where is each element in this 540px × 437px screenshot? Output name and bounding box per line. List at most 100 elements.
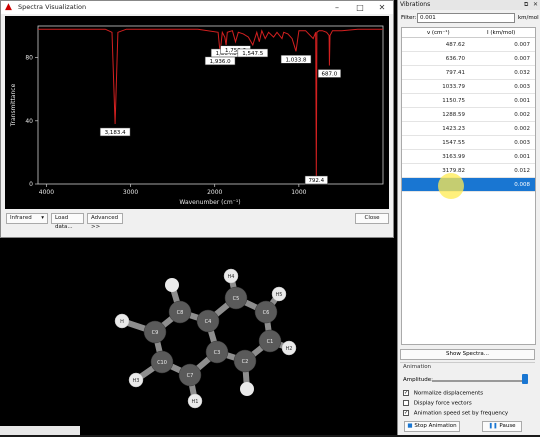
speed-by-frequency-checkbox[interactable]: ✓ Animation speed set by frequency [403,410,508,417]
chevron-down-icon: ▾ [41,215,44,221]
y-tick-label: 40 [25,118,33,125]
intensity-cell: 0.003 [514,140,530,146]
filter-label: Filter: [401,15,417,21]
hydrogen-atom[interactable] [165,278,179,292]
intensity-cell: 0.007 [514,56,530,62]
spectrum-type-select[interactable]: Infrared ▾ [6,213,48,224]
atom-sphere [233,349,257,373]
carbon-atom[interactable]: C4 [196,309,220,333]
vibrations-table[interactable]: ν (cm⁻¹) I (km/mol) 487.62 0.007 636.70 0.0… [401,27,536,345]
atom-sphere [205,340,229,364]
carbon-atom[interactable]: C5 [224,286,248,310]
hydrogen-atom[interactable]: H3 [128,372,144,388]
spectra-window: ▲ Spectra Visualization – □ ✕ Wavenumber… [0,0,394,238]
peak-label-text: 687.0 [322,72,338,78]
close-icon[interactable]: ✕ [533,1,539,8]
table-row[interactable]: 636.70 0.007 [402,52,535,66]
carbon-atom[interactable]: C6 [254,300,278,324]
carbon-atom[interactable]: C1 [258,329,282,353]
undock-icon[interactable]: ⧉ [524,1,529,8]
table-row[interactable]: 1547.55 0.003 [402,136,535,150]
atom-label: C3 [214,350,221,356]
peak-label-box [99,127,131,137]
filter-value: 0.001 [420,15,436,21]
normalize-checkbox[interactable]: ✓ Normalize displacements [403,390,483,397]
frequency-cell: 1150.75 [442,98,465,104]
dock-titlebar[interactable]: Vibrations ⧉ ✕ [398,0,540,10]
advanced-button[interactable]: Advanced >> [87,213,123,230]
table-row[interactable]: 1150.75 0.001 [402,94,535,108]
column-header-frequency[interactable]: ν (cm⁻¹) [427,30,450,36]
maximize-icon[interactable]: □ [356,3,364,12]
column-header-intensity[interactable]: I (km/mol) [487,30,516,36]
table-row[interactable]: 797.41 0.032 [402,66,535,80]
speed-by-frequency-label: Animation speed set by frequency [413,410,509,417]
app-logo-icon: ▲ [5,2,12,12]
stop-animation-button[interactable]: ■ Stop Animation [404,421,460,432]
atom-label: H5 [276,292,283,298]
normalize-label: Normalize displacements [413,390,484,397]
atom-sphere [196,309,220,333]
carbon-atom[interactable]: C10 [150,350,174,374]
intensity-cell: 0.001 [514,154,530,160]
table-row[interactable]: 3163.99 0.001 [402,150,535,164]
table-row[interactable]: 1288.59 0.002 [402,108,535,122]
peak-label: 687.0 [317,69,341,78]
table-row[interactable]: 1423.23 0.002 [402,122,535,136]
atom-sphere [223,268,239,284]
spectrum-type-value: Infrared [10,215,32,221]
table-row[interactable]: 3179.82 0.012 [402,164,535,178]
peak-label: 1,936.0 [204,56,236,66]
show-spectra-button[interactable]: Show Spectra... [400,349,535,360]
hydrogen-atom[interactable]: H2 [281,340,297,356]
load-data-button[interactable]: Load data... [51,213,84,230]
table-row[interactable]: 0.008 [402,178,535,192]
y-tick-label: 0 [29,181,33,188]
carbon-atom[interactable]: C2 [233,349,257,373]
atom-label: C2 [242,359,249,365]
carbon-atom[interactable]: C8 [168,300,192,324]
table-row[interactable]: 1033.79 0.003 [402,80,535,94]
window-titlebar[interactable]: ▲ Spectra Visualization – □ ✕ [1,1,393,14]
amplitude-slider[interactable] [432,380,527,382]
hydrogen-atom[interactable]: H [114,313,130,329]
y-tick-label: 80 [25,55,33,62]
carbon-atom[interactable]: C3 [205,340,229,364]
atom-sphere [258,329,282,353]
carbon-atom[interactable]: C9 [143,320,167,344]
x-tick-label: 3000 [123,189,138,196]
atom-label: H3 [133,378,140,384]
hydrogen-atom[interactable]: H4 [223,268,239,284]
pause-label: Pause [499,423,516,429]
atom-label: C9 [152,330,159,336]
peak-label-text: 1,936.0 [210,59,231,65]
check-icon: ✓ [403,390,409,396]
hydrogen-atom[interactable]: H1 [187,393,203,409]
molecule-render[interactable]: H4 C4 C5 C6 C8 C9 C1 C2 C3 C7 C10 H5 H2 H H1 H3 [0,0,397,435]
force-vectors-checkbox[interactable]: Display force vectors [403,400,472,407]
pause-button[interactable]: ❚❚ Pause [482,421,522,432]
show-spectra-label: Show Spectra... [445,351,489,357]
filter-input[interactable]: 0.001 [417,13,515,23]
frequency-cell: 1547.55 [442,140,465,146]
table-row[interactable]: 487.62 0.007 [402,38,535,52]
close-button[interactable]: Close [355,213,389,224]
intensity-cell: 0.032 [514,70,530,76]
peak-label-text: 1,752.6 [225,48,246,54]
x-axis-title: Wavenumber (cm⁻¹) [179,199,240,206]
amplitude-slider-handle[interactable] [522,374,528,384]
atom-sphere [128,372,144,388]
minimize-icon[interactable]: – [335,3,339,12]
carbon-atom[interactable]: C7 [178,363,202,387]
peak-label-text: 1,033.8 [286,57,307,63]
peak-label-text: 1,547.5 [242,51,263,57]
hydrogen-atom[interactable] [240,382,254,396]
spectrum-line [38,28,383,178]
peak-label: 792.4 [304,175,328,185]
hydrogen-atom[interactable]: H5 [271,286,287,302]
close-icon[interactable]: ✕ [378,3,386,12]
check-icon: ✓ [403,410,409,416]
spectrum-plot[interactable]: Wavenumber (cm⁻¹) Transmittance 4000 3000… [5,16,389,209]
frequency-cell: 797.41 [445,70,465,76]
atom-sphere [281,340,297,356]
